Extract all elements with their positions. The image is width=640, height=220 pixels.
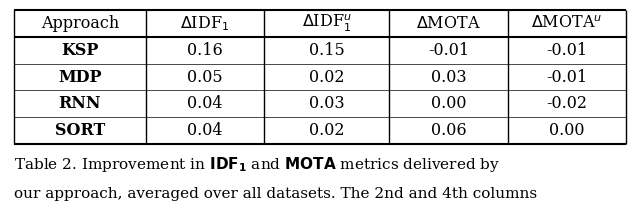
Text: our approach, averaged over all datasets. The 2nd and 4th columns: our approach, averaged over all datasets…	[14, 187, 537, 201]
Text: -0.01: -0.01	[428, 42, 469, 59]
Text: 0.02: 0.02	[309, 122, 344, 139]
Text: -0.01: -0.01	[546, 68, 588, 86]
Text: Table 2. Improvement in $\mathbf{IDF_1}$ and $\mathbf{MOTA}$ metrics delivered b: Table 2. Improvement in $\mathbf{IDF_1}$…	[14, 155, 500, 174]
Text: 0.15: 0.15	[309, 42, 344, 59]
Text: -0.02: -0.02	[547, 95, 588, 112]
Text: Approach: Approach	[41, 15, 119, 32]
Text: MDP: MDP	[58, 68, 102, 86]
Text: 0.04: 0.04	[188, 95, 223, 112]
Text: 0.04: 0.04	[188, 122, 223, 139]
Text: $\Delta$MOTA$^u$: $\Delta$MOTA$^u$	[531, 15, 602, 32]
Text: $\Delta$IDF$_1$: $\Delta$IDF$_1$	[180, 14, 230, 33]
Text: RNN: RNN	[59, 95, 101, 112]
Text: 0.03: 0.03	[309, 95, 344, 112]
Text: 0.02: 0.02	[309, 68, 344, 86]
Text: 0.06: 0.06	[431, 122, 467, 139]
Text: 0.00: 0.00	[431, 95, 466, 112]
Text: KSP: KSP	[61, 42, 99, 59]
Text: 0.03: 0.03	[431, 68, 467, 86]
Text: 0.00: 0.00	[549, 122, 584, 139]
Text: 0.05: 0.05	[188, 68, 223, 86]
Text: SORT: SORT	[55, 122, 105, 139]
Text: $\Delta$IDF$_1^u$: $\Delta$IDF$_1^u$	[302, 13, 352, 34]
Text: -0.01: -0.01	[546, 42, 588, 59]
Text: 0.16: 0.16	[187, 42, 223, 59]
Text: $\Delta$MOTA: $\Delta$MOTA	[416, 15, 481, 32]
